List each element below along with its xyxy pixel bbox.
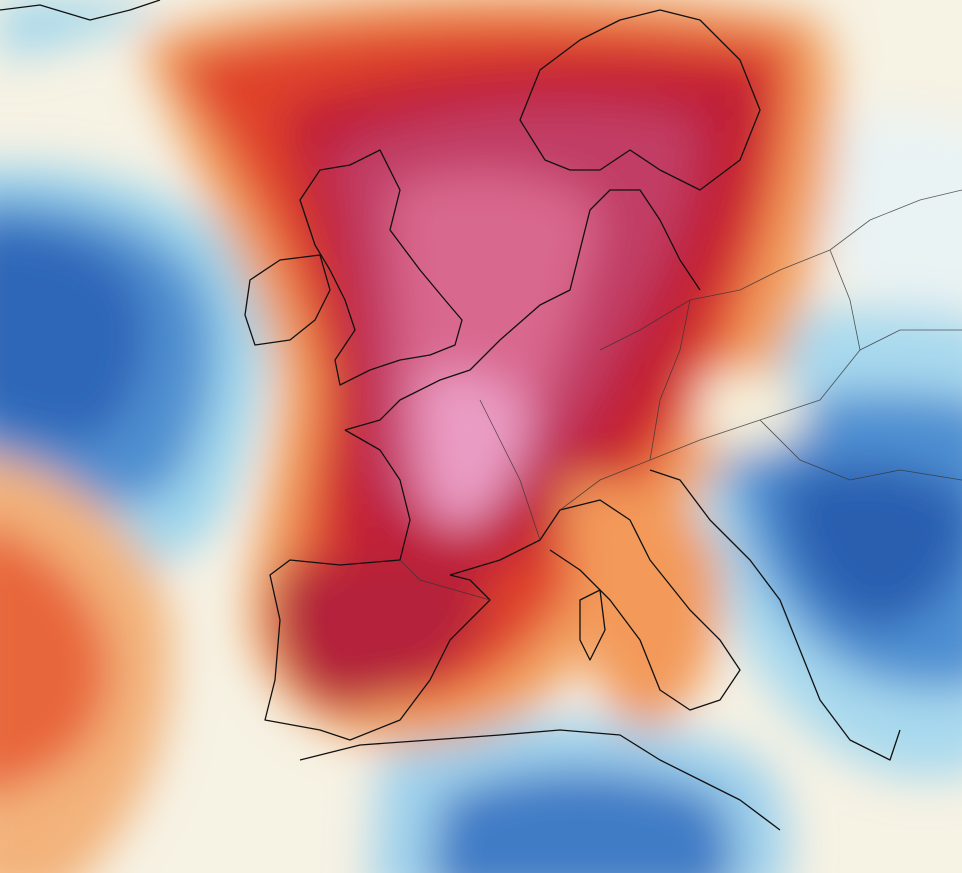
scandinavia-coast <box>519 9 761 191</box>
north-sea-coast <box>344 189 701 431</box>
north-africa-coast <box>299 729 781 831</box>
borders <box>399 189 962 601</box>
greenland-iceland-coast <box>0 0 161 21</box>
great-britain-coast <box>299 149 463 386</box>
cold-zone <box>432 770 733 873</box>
france-iberia-coast <box>264 429 491 741</box>
corsica-sardinia-coast <box>579 589 606 661</box>
adriatic-balkan-coast <box>649 469 901 761</box>
cool-zone <box>0 0 160 60</box>
ireland-coast <box>244 254 331 346</box>
cold-core <box>0 227 148 443</box>
italy-coast <box>449 499 741 711</box>
national-borders <box>779 189 962 351</box>
warm-core <box>0 529 110 792</box>
national-borders <box>399 269 962 601</box>
warm-zone <box>560 478 722 730</box>
very-hot-zone <box>273 560 490 710</box>
cold-core <box>780 462 962 630</box>
record-core <box>420 372 530 530</box>
coastlines <box>0 0 901 831</box>
